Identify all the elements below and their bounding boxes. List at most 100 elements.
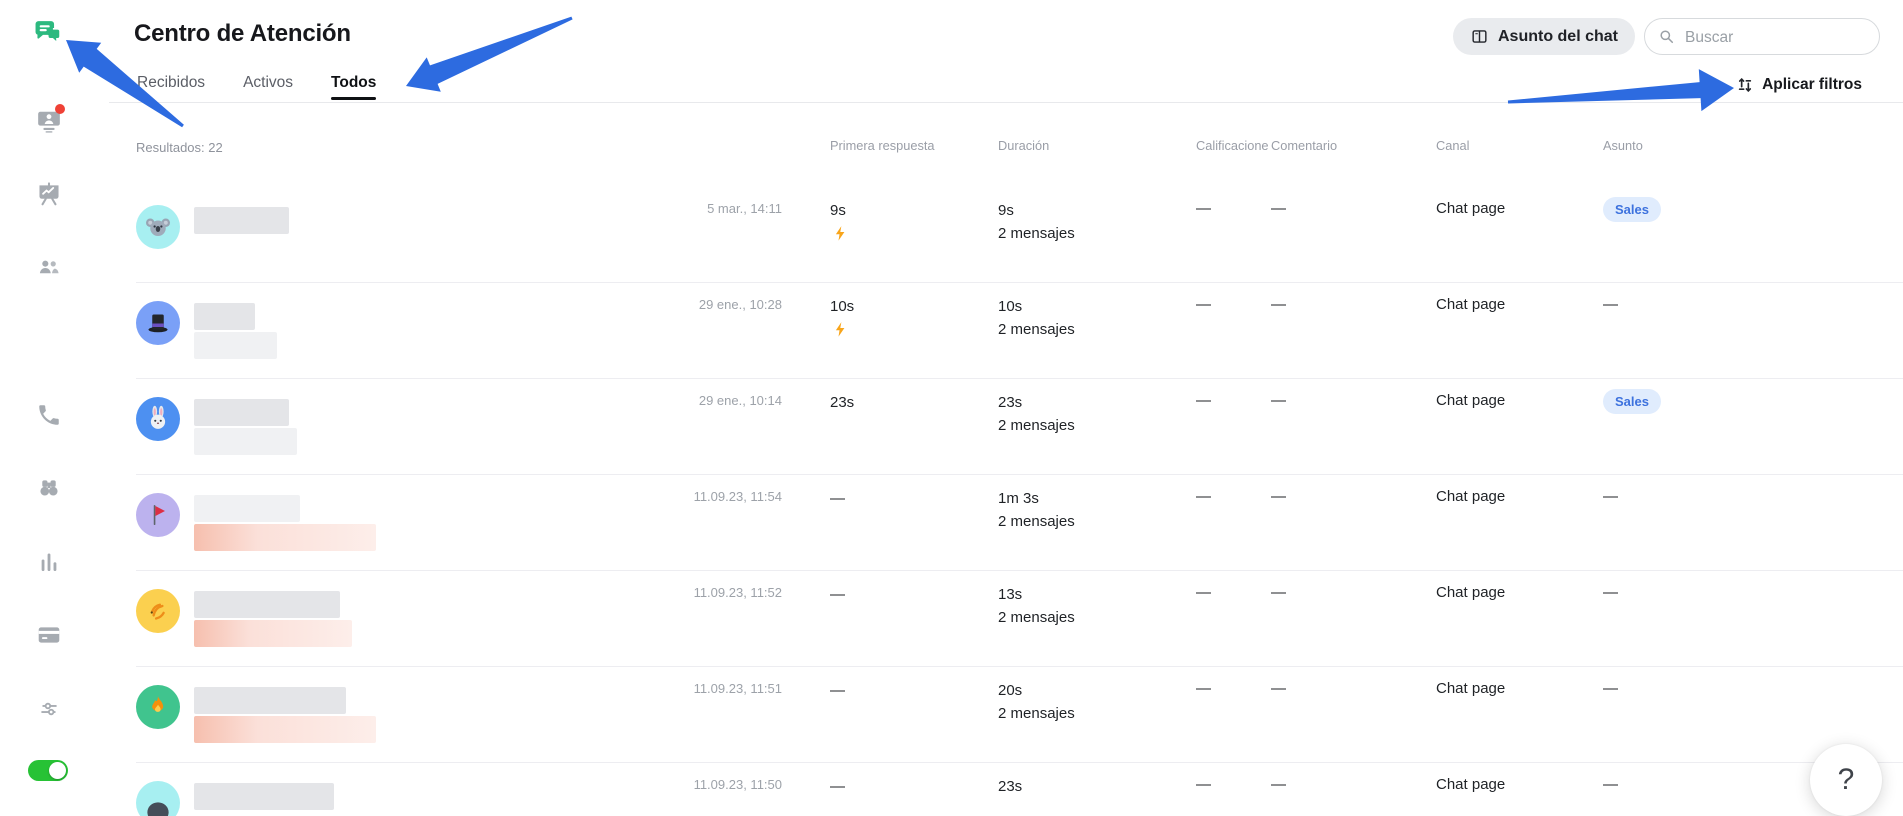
first-response-cell: 23s xyxy=(830,394,855,411)
redacted-customer-name xyxy=(194,495,376,551)
rating-cell: — xyxy=(1196,776,1211,793)
customer-avatar xyxy=(136,205,180,249)
first-response-cell: — xyxy=(830,490,845,507)
tab-recibidos[interactable]: Recibidos xyxy=(137,74,205,100)
first-response-cell: 9s xyxy=(830,187,998,282)
apply-filters-button[interactable]: Aplicar filtros xyxy=(1729,74,1868,96)
table-header: Resultados: 22 Primera respuesta Duración… xyxy=(136,130,1903,155)
lightning-icon xyxy=(832,224,849,243)
topic-cell: Sales xyxy=(1603,187,1903,282)
notification-dot xyxy=(55,104,65,114)
customer-cell: 5 mar., 14:11 xyxy=(136,187,830,282)
column-header: Primera respuesta xyxy=(830,138,935,153)
redacted-customer-name xyxy=(194,591,352,647)
table-row[interactable]: 11.09.23, 11:50 — 23s — — Chat page — xyxy=(136,763,1903,816)
redacted-customer-name xyxy=(194,687,376,743)
search-input[interactable] xyxy=(1683,19,1872,56)
duration-cell: 9s 2 mensajes xyxy=(998,202,1075,242)
first-response-cell: — xyxy=(830,586,845,603)
topic-cell: — xyxy=(1603,296,1618,313)
duration-cell: 23s 2 mensajes xyxy=(998,394,1075,434)
customer-cell: 29 ene., 10:28 xyxy=(136,283,830,378)
rating-cell: — xyxy=(1196,200,1211,217)
book-icon xyxy=(1472,30,1487,43)
topic-badge: Sales xyxy=(1603,197,1661,222)
duration-cell: 1m 3s 2 mensajes xyxy=(998,490,1075,530)
sidebar-item-billing[interactable] xyxy=(36,622,62,648)
sidebar-item-settings[interactable] xyxy=(36,696,62,722)
topic-cell: Sales xyxy=(1603,379,1903,474)
chat-date: 29 ene., 10:28 xyxy=(698,297,782,312)
customer-cell: 11.09.23, 11:51 xyxy=(136,667,830,762)
customer-cell: 11.09.23, 11:50 xyxy=(136,763,830,816)
chat-date: 11.09.23, 11:51 xyxy=(693,681,782,696)
tab-todos[interactable]: Todos xyxy=(331,74,377,100)
comment-cell: — xyxy=(1271,488,1286,505)
redacted-customer-name xyxy=(194,399,297,455)
filters-icon xyxy=(1738,77,1752,93)
comment-cell: — xyxy=(1271,776,1286,793)
customer-avatar xyxy=(136,493,180,537)
comment-cell: — xyxy=(1271,296,1286,313)
chat-topic-button[interactable]: Asunto del chat xyxy=(1452,18,1635,55)
lightning-icon xyxy=(832,320,849,339)
chat-list: 5 mar., 14:11 9s 9s 2 mensajes — — Chat p… xyxy=(136,187,1903,816)
tabs: Recibidos Activos Todos xyxy=(137,74,377,100)
annotation-arrow xyxy=(406,16,573,92)
sidebar-item-explore[interactable] xyxy=(36,475,62,501)
topic-cell: — xyxy=(1603,584,1618,601)
header-divider xyxy=(109,102,1903,103)
column-header: Duración xyxy=(998,138,1050,153)
channel-cell: Chat page xyxy=(1436,392,1506,409)
chat-date: 11.09.23, 11:52 xyxy=(693,585,782,600)
chat-date: 29 ene., 10:14 xyxy=(698,393,782,408)
table-row[interactable]: 5 mar., 14:11 9s 9s 2 mensajes — — Chat p… xyxy=(136,187,1903,283)
column-header: Calificacione xyxy=(1196,138,1269,153)
chat-date: 11.09.23, 11:50 xyxy=(693,777,782,792)
customer-avatar xyxy=(136,397,180,441)
sidebar-item-team[interactable] xyxy=(36,255,62,281)
column-header: Canal xyxy=(1436,138,1470,153)
toggle-knob xyxy=(49,762,66,779)
comment-cell: — xyxy=(1271,392,1286,409)
annotation-arrow xyxy=(1507,69,1734,112)
first-response-cell: 10s xyxy=(830,283,998,378)
column-header: Comentario xyxy=(1271,138,1338,153)
sidebar-item-agents[interactable] xyxy=(36,104,65,134)
channel-cell: Chat page xyxy=(1436,584,1506,601)
redacted-customer-name xyxy=(194,303,277,359)
topic-cell: — xyxy=(1603,488,1618,505)
customer-cell: 11.09.23, 11:54 xyxy=(136,475,830,570)
sidebar-item-stats[interactable] xyxy=(36,549,62,575)
help-button[interactable]: ? xyxy=(1810,744,1882,816)
rating-cell: — xyxy=(1196,296,1211,313)
results-count: Resultados: 22 xyxy=(136,140,223,155)
topic-cell: — xyxy=(1603,776,1618,793)
customer-avatar xyxy=(136,781,180,816)
customer-cell: 29 ene., 10:14 xyxy=(136,379,830,474)
table-row[interactable]: 29 ene., 10:14 23s 23s 2 mensajes — — Cha… xyxy=(136,379,1903,475)
customer-avatar xyxy=(136,685,180,729)
chat-date: 11.09.23, 11:54 xyxy=(693,489,782,504)
search-box xyxy=(1644,18,1880,56)
first-response-cell: — xyxy=(830,682,845,699)
rating-cell: — xyxy=(1196,680,1211,697)
table-row[interactable]: 11.09.23, 11:54 — 1m 3s 2 mensajes — — Ch… xyxy=(136,475,1903,571)
chat-topic-label: Asunto del chat xyxy=(1497,27,1618,45)
table-row[interactable]: 11.09.23, 11:51 — 20s 2 mensajes — — Chat… xyxy=(136,667,1903,763)
redacted-customer-name xyxy=(194,207,289,234)
apply-filters-label: Aplicar filtros xyxy=(1762,76,1862,93)
sidebar xyxy=(0,0,95,816)
status-toggle[interactable] xyxy=(28,760,68,781)
app-logo-chats-icon[interactable] xyxy=(32,16,64,48)
sidebar-item-reports[interactable] xyxy=(36,181,62,207)
comment-cell: — xyxy=(1271,680,1286,697)
customer-avatar xyxy=(136,589,180,633)
table-row[interactable]: 29 ene., 10:28 10s 10s 2 mensajes — — Cha… xyxy=(136,283,1903,379)
sidebar-item-phone[interactable] xyxy=(36,402,62,428)
table-row[interactable]: 11.09.23, 11:52 — 13s 2 mensajes — — Chat… xyxy=(136,571,1903,667)
tab-activos[interactable]: Activos xyxy=(243,74,293,100)
channel-cell: Chat page xyxy=(1436,488,1506,505)
channel-cell: Chat page xyxy=(1436,296,1506,313)
